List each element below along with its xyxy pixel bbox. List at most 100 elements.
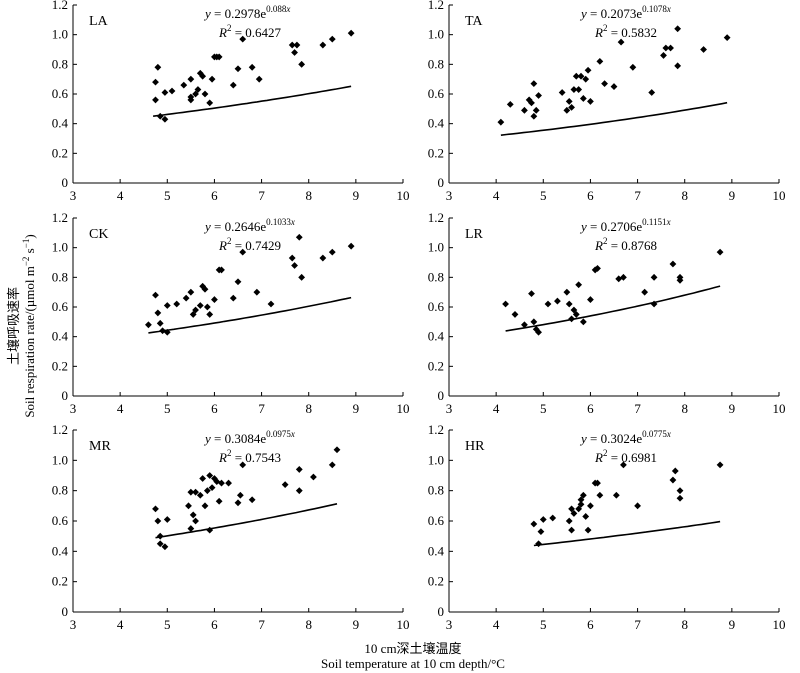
data-point (629, 63, 637, 71)
data-point (295, 487, 303, 495)
y-tick-label: 0 (438, 388, 445, 403)
data-point (161, 89, 169, 96)
data-point (565, 517, 573, 525)
data-point (215, 497, 223, 505)
data-point (676, 494, 684, 502)
data-point (676, 487, 684, 495)
y-tick-label: 0.8 (428, 56, 444, 71)
r-squared: R2 = 0.7429 (218, 236, 281, 253)
data-point (579, 318, 587, 326)
x-tick-label: 7 (258, 617, 265, 632)
data-point (610, 83, 618, 90)
x-tick-label: 6 (587, 401, 594, 416)
data-point (650, 300, 658, 308)
data-point (255, 75, 263, 83)
data-point (579, 491, 587, 499)
data-point (218, 479, 225, 487)
r-squared: R2 = 0.6427 (218, 23, 282, 40)
x-tick-label: 9 (353, 188, 360, 203)
panel-label: LA (89, 14, 109, 29)
data-point (187, 525, 195, 532)
y-tick-label: 1.0 (428, 452, 444, 467)
y-tick-label: 0.8 (52, 483, 68, 498)
data-point (676, 276, 684, 284)
data-point (161, 543, 169, 551)
data-point (535, 328, 542, 336)
r-squared: R2 = 0.5832 (594, 23, 657, 40)
x-tick-label: 9 (353, 617, 360, 632)
r-squared: R2 = 0.6981 (594, 448, 657, 465)
x-tick-label: 6 (587, 188, 594, 203)
data-point (650, 273, 658, 281)
data-point (570, 510, 578, 517)
data-point (248, 63, 256, 71)
x-tick-label: 7 (258, 188, 265, 203)
data-point (206, 99, 214, 107)
data-point (570, 306, 578, 314)
data-point (530, 520, 538, 528)
y-tick-label: 0.2 (428, 145, 444, 160)
data-point (641, 288, 649, 296)
x-tick-label: 7 (634, 401, 641, 416)
x-tick-label: 9 (729, 617, 736, 632)
y-tick-label: 1.0 (428, 27, 444, 42)
fit-curve (500, 101, 728, 136)
fit-curve (505, 285, 721, 332)
x-tick-label: 5 (164, 617, 171, 632)
data-point (239, 248, 247, 256)
data-point (671, 467, 679, 475)
data-point (582, 513, 590, 520)
data-point (154, 517, 162, 525)
data-point (530, 80, 538, 88)
x-tick-label: 4 (493, 401, 500, 416)
data-point (594, 265, 601, 272)
data-point (288, 41, 296, 49)
data-point (310, 473, 317, 481)
data-point (577, 500, 585, 508)
y-tick-label: 0.6 (428, 299, 445, 314)
data-point (298, 60, 306, 68)
data-point (594, 479, 601, 487)
data-point (239, 461, 247, 469)
data-point (568, 315, 575, 323)
data-point (528, 290, 535, 298)
fit-curve (155, 503, 338, 539)
x-tick-label: 8 (681, 188, 688, 203)
data-point (203, 487, 211, 495)
data-point (563, 106, 571, 114)
x-tick-label: 5 (540, 617, 547, 632)
y-tick-label: 0.2 (52, 358, 68, 373)
data-point (203, 303, 211, 311)
data-point (194, 86, 202, 93)
fit-equation: y = 0.2978e0.088x (203, 4, 290, 21)
y-axis-title-cn: 土壤呼吸速率 (6, 287, 21, 365)
y-tick-label: 0.8 (52, 56, 68, 71)
x-tick-label: 8 (681, 617, 688, 632)
data-point (577, 72, 585, 80)
panel-label: CK (89, 227, 108, 242)
x-tick-label: 6 (211, 188, 218, 203)
data-point (565, 98, 573, 105)
data-point (156, 319, 164, 327)
data-point (159, 327, 166, 335)
data-point (199, 282, 207, 290)
y-tick-label: 0 (438, 604, 445, 619)
y-tick-label: 0.8 (428, 269, 444, 284)
data-point (660, 52, 667, 59)
y-tick-label: 0.2 (428, 574, 444, 589)
y-tick-label: 0 (62, 388, 69, 403)
data-point (572, 311, 580, 318)
data-point (196, 69, 204, 77)
data-point (156, 540, 164, 548)
y-tick-label: 0 (62, 604, 69, 619)
fit-curve (533, 520, 721, 547)
data-point (535, 92, 542, 99)
x-tick-label: 5 (540, 188, 547, 203)
x-tick-label: 9 (729, 188, 736, 203)
fit-equation: y = 0.3024e0.0775x (579, 429, 671, 446)
y-tick-label: 0.2 (428, 358, 444, 373)
data-point (596, 57, 604, 65)
y-tick-label: 0.6 (52, 513, 69, 528)
data-point (267, 300, 275, 308)
data-point (575, 281, 583, 289)
